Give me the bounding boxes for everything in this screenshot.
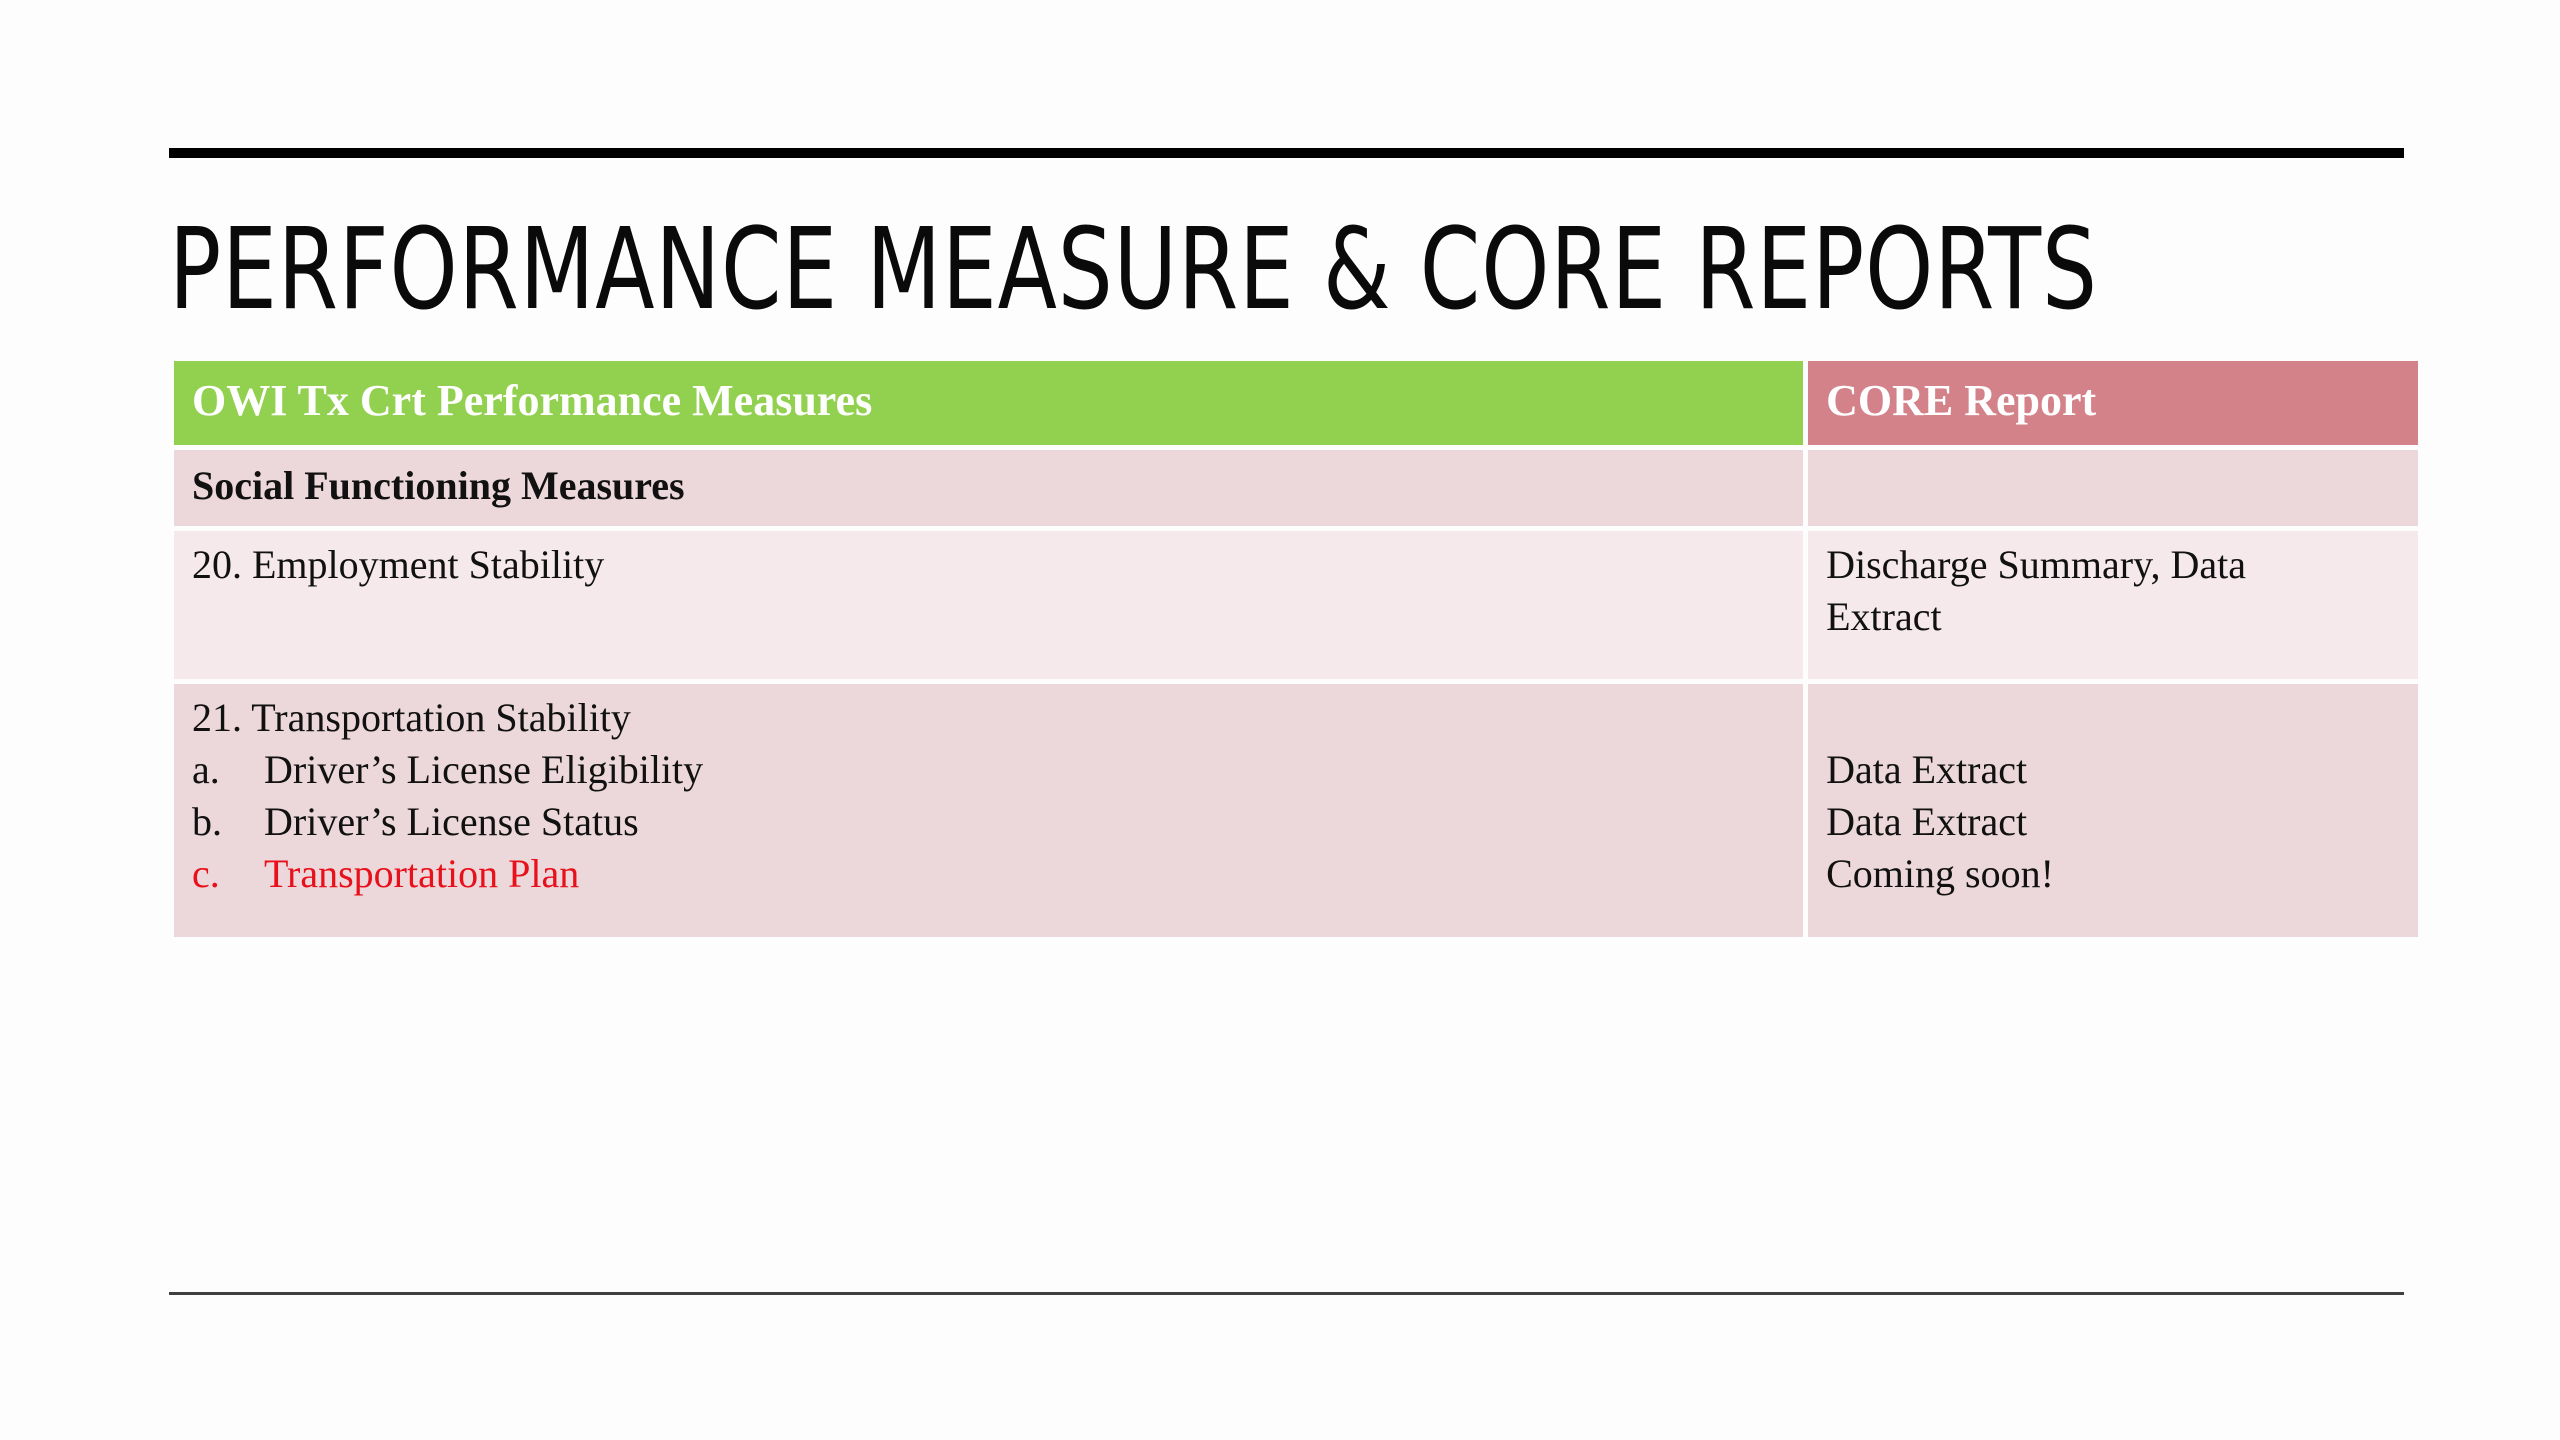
list-marker: a.	[192, 747, 220, 792]
measures-table: OWI Tx Crt Performance Measures CORE Rep…	[168, 356, 2423, 942]
employment-measure: 20. Employment Stability	[192, 542, 605, 587]
employment-measure-cell: 20. Employment Stability	[168, 526, 1809, 684]
table-row-employment: 20. Employment Stability Discharge Summa…	[168, 526, 2423, 684]
list-item: a. Driver’s License Eligibility	[192, 744, 1785, 796]
report-value: Data Extract	[1826, 747, 2028, 792]
list-marker: b.	[192, 799, 222, 844]
header-core-report: CORE Report	[1803, 356, 2423, 450]
transportation-measure-cell: 21. Transportation Stability a. Driver’s…	[168, 679, 1809, 942]
slide-title: PERFORMANCE MEASURE & CORE REPORTS	[169, 205, 2098, 335]
bottom-divider	[169, 1292, 2404, 1295]
employment-report-line2: Extract	[1826, 594, 1942, 639]
employment-report-line1: Discharge Summary, Data	[1826, 542, 2246, 587]
header-measures: OWI Tx Crt Performance Measures	[168, 356, 1809, 450]
table-row-transportation: 21. Transportation Stability a. Driver’s…	[168, 679, 2423, 942]
transportation-report-cell: Data Extract Data Extract Coming soon!	[1803, 679, 2423, 942]
report-value: Coming soon!	[1826, 851, 2054, 896]
transportation-measure: 21. Transportation Stability	[192, 695, 631, 740]
table-row-section: Social Functioning Measures	[168, 445, 2423, 531]
list-item: b. Driver’s License Status	[192, 796, 1785, 848]
report-value: Data Extract	[1826, 799, 2028, 844]
list-item-label: Driver’s License Eligibility	[264, 747, 704, 792]
section-report	[1803, 445, 2423, 531]
spacer-line	[1826, 692, 2400, 744]
list-marker: c.	[192, 851, 220, 896]
list-item-highlighted: c. Transportation Plan	[192, 848, 1785, 900]
table-header-row: OWI Tx Crt Performance Measures CORE Rep…	[168, 356, 2423, 450]
list-item-label: Transportation Plan	[264, 851, 580, 896]
section-label: Social Functioning Measures	[168, 445, 1809, 531]
top-divider	[169, 148, 2404, 158]
employment-report-cell: Discharge Summary, Data Extract	[1803, 526, 2423, 684]
list-item-label: Driver’s License Status	[264, 799, 639, 844]
